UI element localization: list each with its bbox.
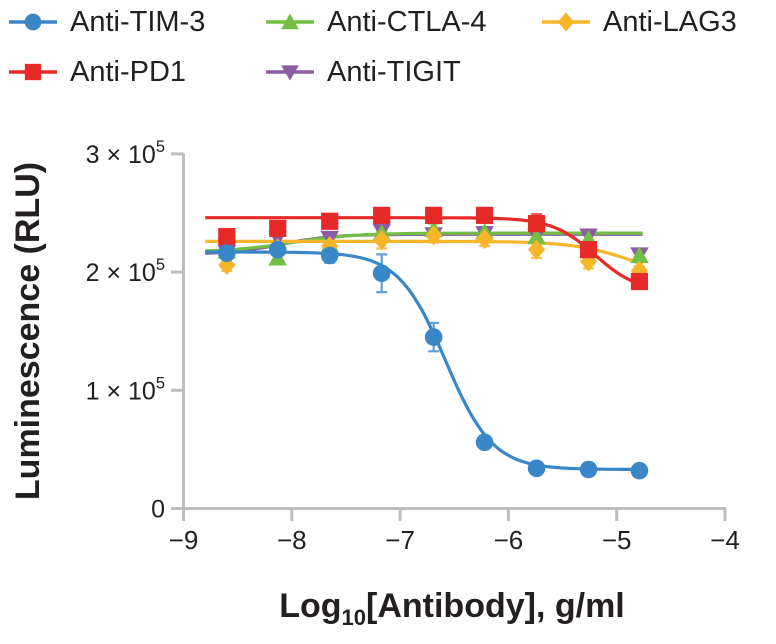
legend-label: Anti-CTLA-4 [327,5,487,38]
y-tick-label: 1 × 105 [86,374,165,405]
legend-label: Anti-LAG3 [603,5,737,38]
anti-lag3-marker-icon [542,12,590,32]
legend-item-anti-tigit: Anti-TIGIT [264,52,461,92]
anti-tim-3-marker-icon [9,13,57,31]
error-bars-anti-tim-3 [221,243,645,475]
legend-label: Anti-TIGIT [327,55,461,88]
x-tick-label: −6 [494,525,524,555]
anti-tigit-marker-icon [266,65,314,81]
legend-label: Anti-PD1 [70,55,187,88]
y-tick-label: 3 × 105 [86,138,165,169]
axes-frame [182,153,726,510]
fit-curve-anti-tim-3 [205,250,643,471]
x-tick-label: −4 [710,525,740,555]
anti-ctla-4-marker-icon [266,13,314,30]
legend-item-anti-lag3: Anti-LAG3 [540,2,737,42]
legend-label: Anti-TIM-3 [70,5,206,38]
legend-item-anti-pd1: Anti-PD1 [7,52,186,92]
anti-pd1-marker-icon [9,63,57,81]
y-tick-label: 2 × 105 [86,256,165,287]
markers-anti-pd1 [218,206,649,291]
fit-curve-anti-pd1 [205,216,644,287]
x-axis-title: Log10[Antibody], g/ml [279,587,625,630]
chart-legend: Anti-TIM-3 Anti-PD1 Anti-CTLA-4 Anti-TIGIT A… [0,0,776,104]
x-tick-label: −5 [602,525,632,555]
x-tick-label: −8 [277,525,307,555]
x-tick-label: −7 [385,525,415,555]
x-tick-label: −9 [169,525,199,555]
legend-item-anti-ctla-4: Anti-CTLA-4 [264,2,487,42]
y-tick-label: 0 [151,496,165,524]
y-axis-title: Luminescence (RLU) [9,162,47,500]
markers-anti-tim-3 [218,240,649,480]
legend-item-anti-tim-3: Anti-TIM-3 [7,2,205,42]
